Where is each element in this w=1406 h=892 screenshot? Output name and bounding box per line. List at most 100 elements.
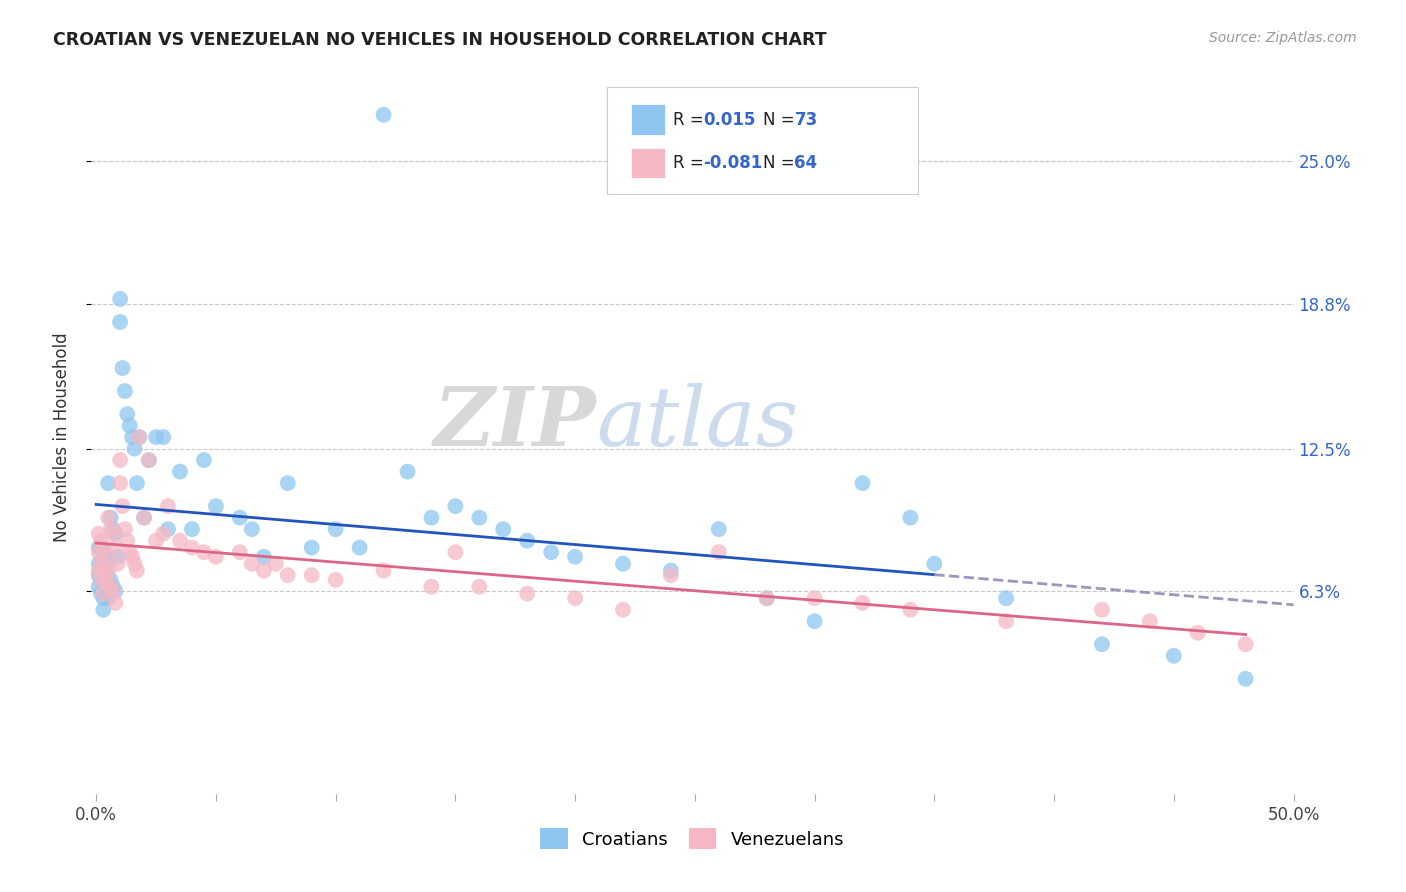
Point bbox=[94, 573, 117, 587]
Point bbox=[87, 526, 110, 541]
Point bbox=[540, 545, 562, 559]
Legend: Croatians, Venezuelans: Croatians, Venezuelans bbox=[533, 821, 852, 856]
Point bbox=[564, 549, 586, 564]
Point bbox=[516, 533, 538, 548]
Point bbox=[100, 510, 122, 524]
Point bbox=[121, 549, 143, 564]
Text: N =: N = bbox=[763, 154, 800, 172]
Point bbox=[444, 545, 467, 559]
Point bbox=[97, 510, 120, 524]
Point bbox=[301, 541, 323, 555]
Text: 64: 64 bbox=[794, 154, 817, 172]
Point bbox=[100, 580, 122, 594]
Point bbox=[104, 526, 127, 541]
Point bbox=[87, 541, 110, 555]
Point bbox=[93, 561, 115, 575]
Text: R =: R = bbox=[673, 154, 710, 172]
Point bbox=[108, 292, 131, 306]
Text: R =: R = bbox=[673, 111, 710, 128]
Point bbox=[94, 549, 117, 564]
Point bbox=[94, 586, 117, 600]
Point bbox=[193, 453, 215, 467]
Point bbox=[157, 522, 180, 536]
Point bbox=[253, 564, 276, 578]
Point bbox=[181, 522, 204, 536]
Point bbox=[468, 580, 491, 594]
Point bbox=[117, 407, 139, 421]
Point bbox=[93, 541, 115, 555]
Text: 0.015: 0.015 bbox=[703, 111, 755, 128]
Point bbox=[1091, 603, 1114, 617]
Point bbox=[111, 361, 134, 376]
Point bbox=[128, 430, 150, 444]
Point bbox=[277, 476, 299, 491]
Point bbox=[93, 586, 115, 600]
Text: atlas: atlas bbox=[596, 383, 799, 463]
Point bbox=[349, 541, 371, 555]
Point bbox=[301, 568, 323, 582]
Point bbox=[205, 549, 228, 564]
Point bbox=[1234, 637, 1257, 651]
Point bbox=[803, 591, 825, 606]
Point bbox=[803, 614, 825, 628]
Point bbox=[93, 561, 115, 575]
Point bbox=[87, 580, 110, 594]
Point bbox=[659, 564, 682, 578]
Point bbox=[108, 476, 131, 491]
Y-axis label: No Vehicles in Household: No Vehicles in Household bbox=[52, 332, 70, 542]
Point bbox=[325, 573, 347, 587]
Point bbox=[564, 591, 586, 606]
Point bbox=[111, 499, 134, 513]
Point bbox=[108, 315, 131, 329]
Point bbox=[101, 526, 124, 541]
Point bbox=[253, 549, 276, 564]
Point bbox=[995, 591, 1018, 606]
Point bbox=[468, 510, 491, 524]
Point bbox=[104, 584, 127, 599]
Point bbox=[995, 614, 1018, 628]
Point bbox=[97, 557, 120, 571]
Point bbox=[240, 522, 263, 536]
Point bbox=[659, 568, 682, 582]
Point bbox=[145, 430, 167, 444]
Point bbox=[90, 573, 112, 587]
Point bbox=[492, 522, 515, 536]
Point bbox=[325, 522, 347, 536]
Point bbox=[90, 533, 112, 548]
Point bbox=[118, 418, 141, 433]
Point bbox=[124, 442, 146, 456]
Point bbox=[1139, 614, 1161, 628]
Point bbox=[100, 522, 122, 536]
Point bbox=[114, 384, 136, 398]
Point bbox=[707, 522, 730, 536]
Point bbox=[94, 549, 117, 564]
Point bbox=[93, 575, 115, 590]
Point bbox=[101, 522, 124, 536]
Point bbox=[117, 533, 139, 548]
Point bbox=[205, 499, 228, 513]
Point bbox=[97, 476, 120, 491]
Point bbox=[707, 545, 730, 559]
Point bbox=[132, 510, 155, 524]
Point bbox=[145, 533, 167, 548]
Point bbox=[94, 564, 117, 578]
Point bbox=[121, 430, 143, 444]
Point bbox=[755, 591, 778, 606]
Point bbox=[101, 584, 124, 599]
Point bbox=[516, 586, 538, 600]
Point bbox=[93, 545, 115, 559]
Point bbox=[1091, 637, 1114, 651]
Point bbox=[87, 557, 110, 571]
Point bbox=[93, 603, 115, 617]
Point bbox=[420, 510, 443, 524]
Text: ZIP: ZIP bbox=[433, 383, 596, 463]
Point bbox=[104, 596, 127, 610]
Point bbox=[132, 510, 155, 524]
Point bbox=[125, 476, 148, 491]
Point bbox=[90, 557, 112, 571]
Point bbox=[277, 568, 299, 582]
Point bbox=[125, 564, 148, 578]
Point bbox=[90, 557, 112, 571]
Point bbox=[898, 510, 921, 524]
Point bbox=[396, 465, 419, 479]
